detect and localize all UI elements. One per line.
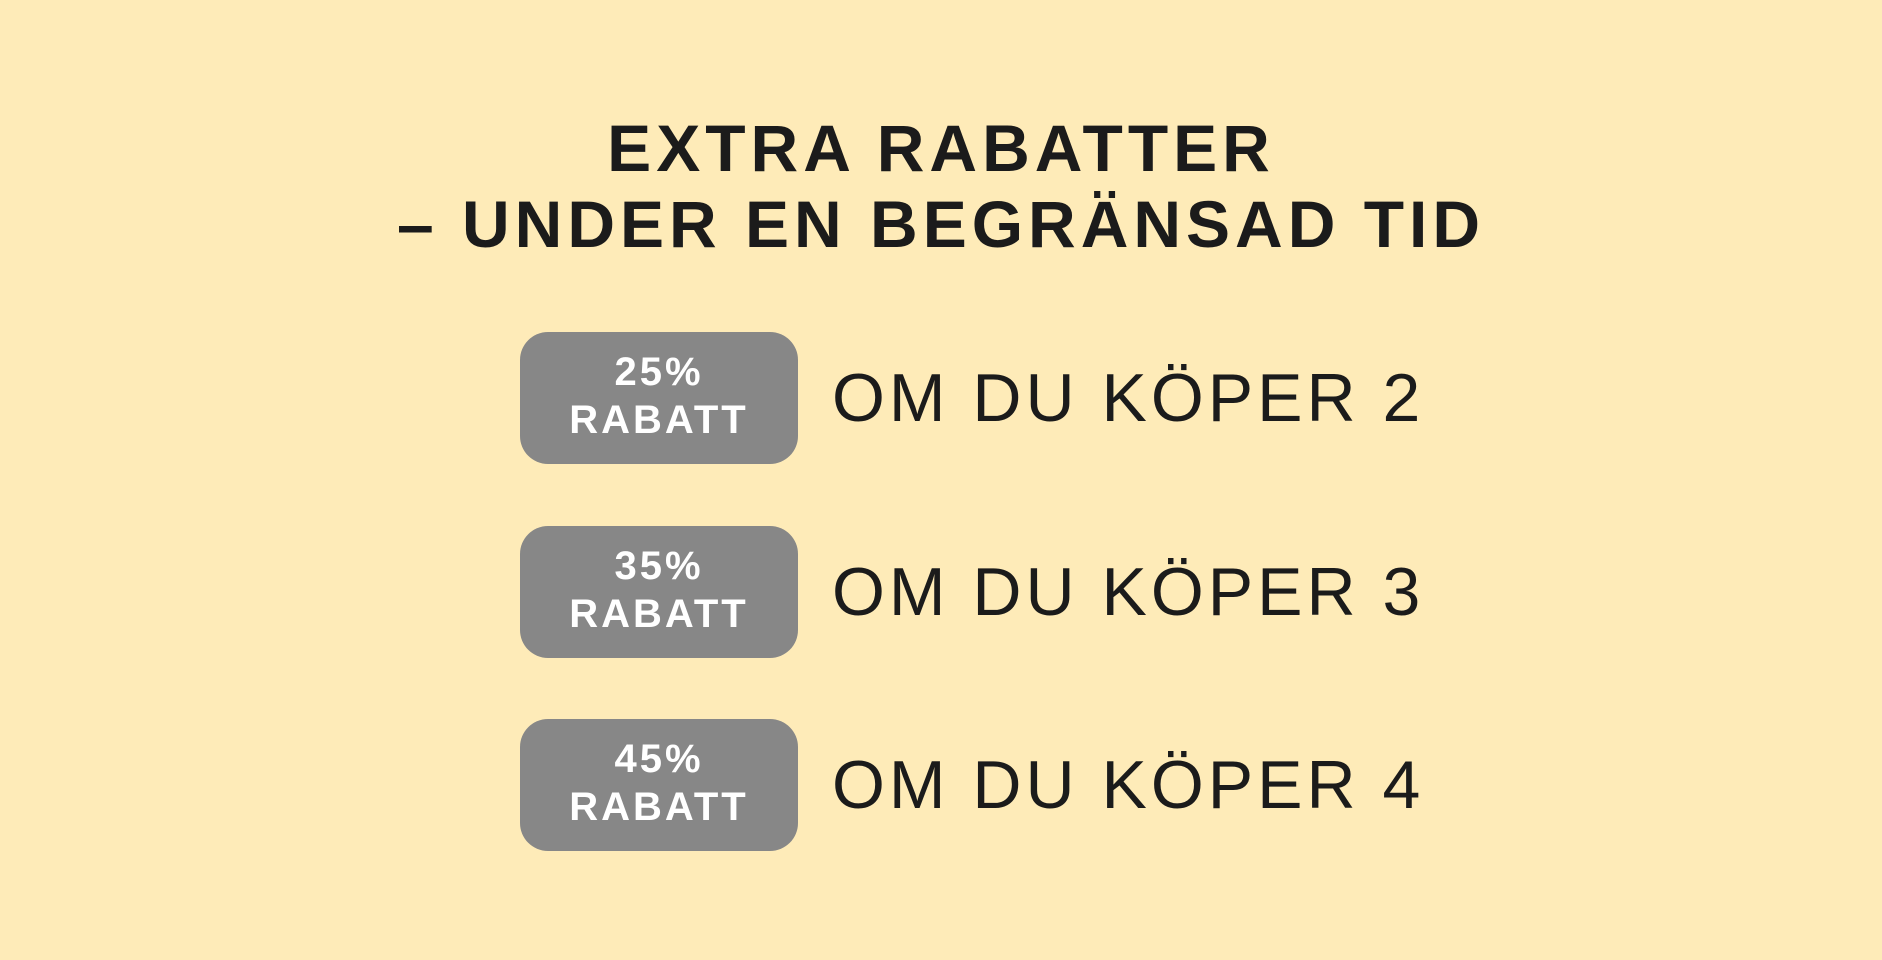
offer-condition: OM DU KÖPER 2: [832, 360, 1425, 436]
discount-percent: 25%: [614, 350, 704, 394]
offer-condition: OM DU KÖPER 3: [832, 554, 1425, 630]
heading-line-1: EXTRA RABATTER: [607, 111, 1275, 185]
discount-label: RABATT: [569, 785, 749, 829]
discount-badge: 35% RABATT: [520, 526, 798, 658]
discount-badge: 45% RABATT: [520, 719, 798, 851]
discount-percent: 35%: [614, 544, 704, 588]
discount-percent: 45%: [614, 737, 704, 781]
discount-label: RABATT: [569, 398, 749, 442]
offer-condition: OM DU KÖPER 4: [832, 747, 1425, 823]
discount-label: RABATT: [569, 592, 749, 636]
heading-line-2: – UNDER EN BEGRÄNSAD TID: [396, 187, 1486, 261]
discount-badge: 25% RABATT: [520, 332, 798, 464]
